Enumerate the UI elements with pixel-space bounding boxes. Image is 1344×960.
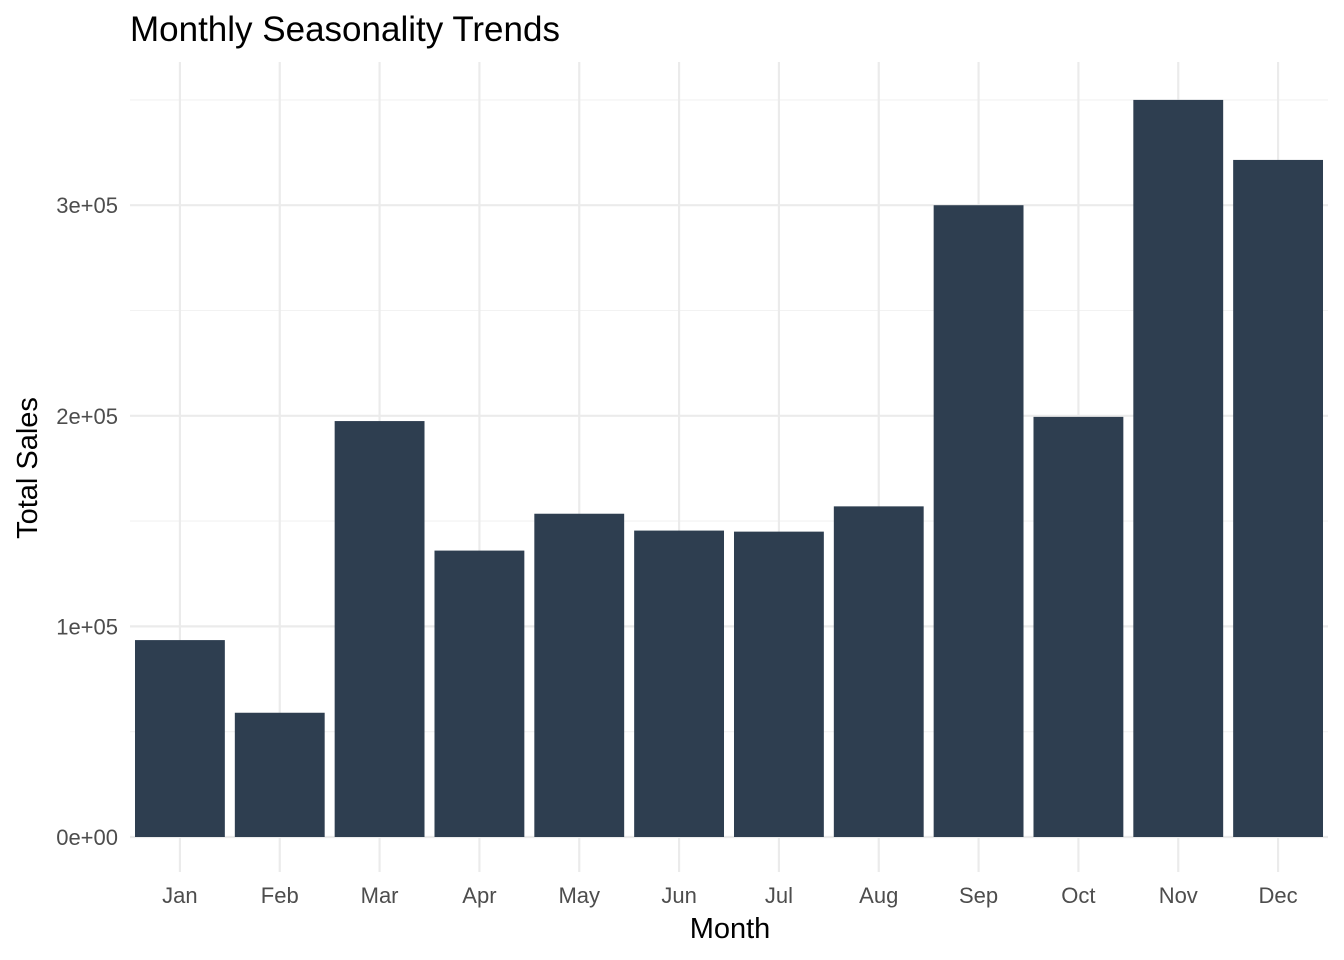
x-tick-label: Jun [661, 883, 696, 908]
bar-jan [134, 640, 225, 837]
y-tick-label: 1e+05 [56, 614, 118, 639]
bar-jun [634, 530, 725, 837]
bar-oct [1033, 416, 1124, 837]
x-tick-label: Jul [765, 883, 793, 908]
x-tick-label: May [558, 883, 600, 908]
x-tick-label: Apr [462, 883, 496, 908]
x-tick-label: Jan [162, 883, 197, 908]
y-tick-label: 3e+05 [56, 193, 118, 218]
bar-sep [933, 205, 1024, 837]
x-tick-label: Sep [959, 883, 998, 908]
y-tick-label: 0e+00 [56, 825, 118, 850]
x-tick-label: Mar [361, 883, 399, 908]
x-axis-title: Month [690, 913, 771, 945]
bar-aug [833, 506, 924, 837]
x-tick-label: Dec [1259, 883, 1298, 908]
y-axis-tick-labels: 0e+00 1e+05 2e+05 3e+05 [56, 193, 118, 850]
y-axis-title: Total Sales [12, 397, 44, 539]
x-tick-label: Feb [261, 883, 299, 908]
x-tick-label: Aug [859, 883, 898, 908]
bar-nov [1133, 99, 1224, 838]
y-tick-label: 2e+05 [56, 404, 118, 429]
chart-title: Monthly Seasonality Trends [130, 10, 560, 49]
bars [134, 99, 1324, 838]
bar-jul [733, 531, 824, 837]
x-tick-label: Oct [1061, 883, 1095, 908]
x-axis-tick-labels: Jan Feb Mar Apr May Jun Jul Aug Sep Oct Nov Dec [162, 883, 1297, 908]
bar-feb [234, 712, 325, 837]
bar-dec [1233, 159, 1324, 838]
bar-apr [434, 550, 525, 837]
bar-may [534, 513, 625, 837]
x-tick-label: Nov [1159, 883, 1198, 908]
bar-mar [334, 421, 425, 837]
